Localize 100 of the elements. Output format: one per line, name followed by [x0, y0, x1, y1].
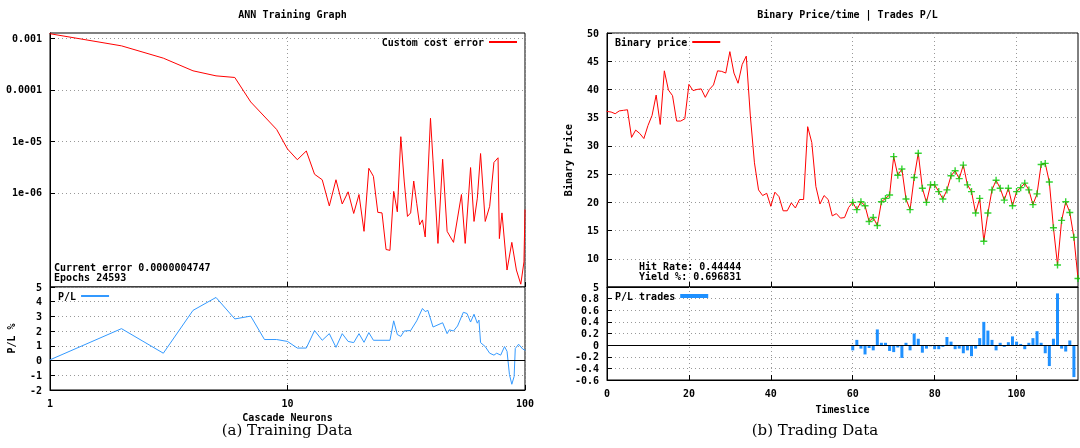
y-tick-label: 30 [586, 140, 599, 152]
legend-label: P/L [58, 290, 77, 302]
bar [875, 329, 879, 346]
y-tick-label: 45 [586, 55, 599, 67]
point [1037, 161, 1045, 169]
point [1066, 208, 1074, 216]
point [1029, 201, 1037, 209]
bar [912, 333, 916, 346]
x-tick-label: 0 [603, 387, 611, 399]
annotation: Current error 0.0000004747 [54, 261, 211, 273]
y-tick-label: 0.001 [11, 32, 42, 44]
y-tick-label: 25 [586, 168, 599, 180]
point [984, 209, 992, 217]
y-tick-label: -1 [29, 369, 42, 381]
y-tick-label: 0.0001 [5, 84, 42, 96]
x-axis-title: Cascade Neurons [242, 412, 333, 424]
point [963, 181, 971, 189]
point [939, 195, 947, 203]
point [1025, 186, 1033, 194]
point [902, 195, 910, 203]
point [1054, 261, 1062, 269]
text: (b) Trading Data [751, 421, 879, 439]
point [898, 165, 906, 173]
y-tick-label: 35 [586, 112, 599, 124]
bar [945, 336, 949, 346]
bar [900, 345, 904, 358]
point [988, 186, 996, 194]
y-tick-label: -2 [29, 384, 42, 396]
point [1033, 190, 1041, 198]
x-tick-label: 60 [846, 387, 859, 399]
point [996, 184, 1004, 192]
point [992, 176, 1000, 184]
y-tick-label: 3 [35, 310, 42, 322]
bar [1047, 345, 1051, 367]
y-tick-label: 1e-05 [11, 135, 42, 147]
y-tick-label: 0 [35, 355, 42, 367]
y-tick-label: 5 [35, 281, 42, 293]
annotation: Epochs 24593 [54, 271, 127, 283]
x-tick-label: 20 [682, 387, 695, 399]
x-tick-label: 100 [515, 397, 535, 409]
point [886, 191, 894, 199]
bar [1068, 340, 1072, 346]
point [910, 174, 918, 181]
y-tick-label: -0.2 [574, 351, 599, 363]
x-tick-label: 40 [764, 387, 777, 399]
point [947, 172, 955, 180]
bar [1035, 331, 1039, 346]
chart-title: ANN Training Graph [238, 8, 347, 20]
point [906, 206, 914, 214]
y-tick-label: 0 [592, 339, 599, 351]
bar [949, 341, 953, 346]
y-axis-title: Binary Price [562, 123, 574, 197]
y-axis-title: P/L % [5, 323, 17, 354]
y-tick-label: 15 [586, 225, 599, 237]
y-tick-label: 0.8 [580, 293, 599, 305]
y-tick-label: 0.2 [580, 328, 599, 339]
bar [1010, 336, 1014, 346]
y-tick-label: 20 [586, 196, 599, 208]
x-tick-label: 1 [46, 397, 54, 409]
point [857, 198, 865, 206]
annotation: Hit Rate: 0.44444 [639, 260, 742, 272]
y-tick-label: 0.6 [580, 304, 599, 316]
point [861, 202, 869, 210]
y-tick-label: 5 [592, 281, 599, 293]
point [1021, 179, 1029, 187]
legend-label: P/L trades [614, 290, 676, 302]
y-tick-label: 4 [35, 296, 42, 308]
point [959, 161, 967, 169]
y-tick-label: 0.4 [580, 316, 599, 328]
y-tick-label: 1 [35, 340, 42, 352]
legend-label: Binary price [615, 36, 688, 48]
y-tick-label: 50 [586, 27, 599, 39]
y-tick-label: -0.4 [574, 362, 599, 374]
bar [1056, 293, 1060, 346]
chart-title: Binary Price/time | Trades P/L [757, 8, 938, 21]
point [865, 218, 873, 226]
bar [1072, 345, 1076, 378]
y-tick-label: 40 [586, 83, 599, 95]
text: (a) Training Data [221, 421, 353, 439]
bar [970, 345, 974, 357]
point [1070, 233, 1078, 241]
x-axis-title: Timeslice [815, 403, 870, 415]
y-tick-label: 10 [586, 253, 599, 265]
y-tick-label: -0.6 [574, 374, 599, 386]
point [1000, 196, 1008, 204]
point [972, 209, 980, 217]
bar [855, 339, 859, 346]
point [1074, 275, 1080, 283]
bar [916, 338, 920, 346]
bar [982, 321, 986, 346]
y-tick-label: 2 [35, 325, 42, 337]
x-tick-label: 100 [1007, 387, 1026, 399]
bar [1031, 338, 1035, 346]
point [853, 206, 861, 214]
annotation: Yield %: 0.696831 [639, 270, 742, 282]
point [943, 186, 951, 194]
point [951, 167, 959, 175]
point [931, 181, 939, 189]
point [1045, 178, 1053, 186]
x-tick-label: 10 [281, 397, 294, 409]
